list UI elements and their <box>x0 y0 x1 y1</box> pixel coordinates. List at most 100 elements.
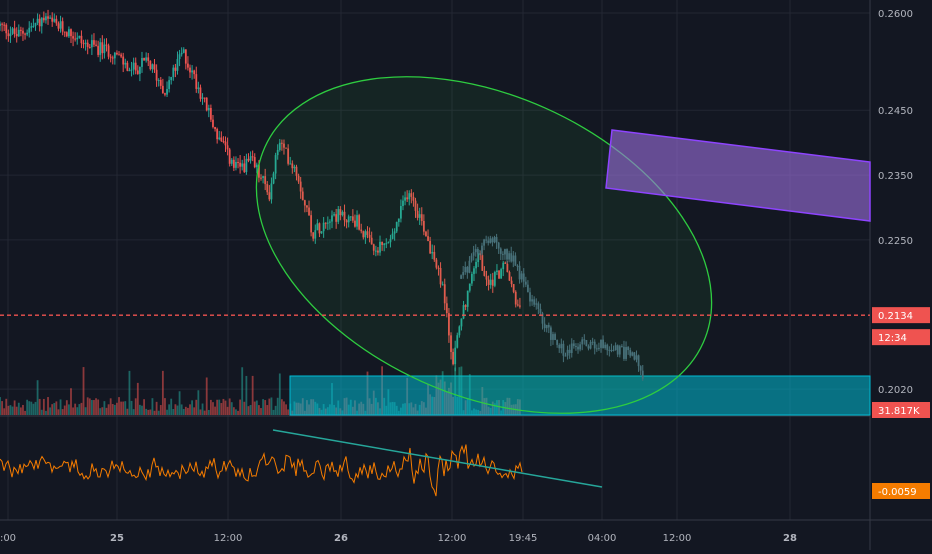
projection-body <box>489 238 492 243</box>
candle-body <box>406 197 409 200</box>
candle-body <box>214 127 216 130</box>
countdown-badge-bg <box>872 329 930 346</box>
candle-body <box>178 54 181 59</box>
candle-body <box>80 35 83 44</box>
candle-body <box>24 33 26 35</box>
candle-body <box>301 191 304 201</box>
volume-bar <box>274 405 277 415</box>
candle-body <box>360 229 363 232</box>
projection-body <box>501 253 504 255</box>
time-tick-label: 12:00 <box>214 533 243 544</box>
candle-body <box>47 16 49 19</box>
projection-body <box>595 348 598 350</box>
projection-body <box>560 343 563 349</box>
candle-body <box>458 326 461 336</box>
projection-body <box>547 324 550 328</box>
candle-body <box>42 17 45 21</box>
volume-bar <box>172 408 175 415</box>
volume-bar <box>105 407 108 415</box>
candle-body <box>120 54 123 57</box>
volume-bar <box>243 401 246 415</box>
candle-body <box>366 231 369 235</box>
candle-body <box>249 156 252 161</box>
volume-bar <box>32 403 35 415</box>
candle-body <box>182 49 185 53</box>
volume-bar <box>164 398 166 415</box>
projection-body <box>593 341 596 349</box>
candle-body <box>287 148 290 164</box>
time-tick-label: 26 <box>334 533 348 544</box>
projection-body <box>510 253 513 262</box>
projection-body <box>468 260 471 273</box>
candle-body <box>65 32 68 37</box>
price-tick-label: 0.2250 <box>878 236 913 247</box>
candle-body <box>161 85 164 94</box>
volume-bar <box>74 403 77 415</box>
candle-body <box>414 200 417 211</box>
candle-body <box>345 220 348 223</box>
volume-bar <box>17 402 20 415</box>
volume-bar <box>193 407 196 415</box>
volume-bar <box>170 398 173 415</box>
candle-body <box>258 164 260 178</box>
candle-body <box>15 34 18 37</box>
candle-body <box>124 62 127 65</box>
candle-body <box>147 57 150 61</box>
candle-body <box>483 270 486 276</box>
volume-bar <box>15 406 18 415</box>
candle-body <box>130 69 133 71</box>
candle-body <box>399 206 402 219</box>
candle-body <box>113 52 116 59</box>
candle-body <box>270 183 273 200</box>
volume-bar <box>262 399 264 415</box>
volume-bar <box>109 398 112 415</box>
projection-body <box>520 273 523 280</box>
volume-bar <box>101 407 104 415</box>
volume-bar <box>180 404 183 415</box>
projection-body <box>616 345 619 355</box>
projection-body <box>543 323 546 329</box>
candle-body <box>377 250 379 253</box>
candle-body <box>310 215 313 233</box>
candle-body <box>103 44 106 54</box>
volume-bar <box>95 398 97 415</box>
candle-body <box>387 242 390 244</box>
volume-bar <box>76 407 79 415</box>
candle-body <box>420 214 423 221</box>
projection-body <box>481 245 483 254</box>
volume-bar <box>22 404 24 415</box>
projection-body <box>491 238 494 243</box>
volume-bar <box>97 399 100 415</box>
volume-bar <box>70 388 72 415</box>
volume-bar <box>239 399 242 415</box>
candle-body <box>199 87 202 99</box>
projection-body <box>514 255 517 266</box>
projection-body <box>623 346 625 359</box>
oscillator-badge-bg <box>872 483 930 499</box>
volume-bar <box>120 401 123 415</box>
candle-body <box>422 220 425 232</box>
candle-body <box>72 36 74 39</box>
candle-body <box>329 221 331 223</box>
candle-body <box>97 45 100 55</box>
candle-body <box>57 23 60 29</box>
time-tick-label: 04:00 <box>588 533 617 544</box>
volume-bar <box>86 397 89 415</box>
volume-bar <box>228 398 231 415</box>
candle-body <box>105 44 108 46</box>
volume-bar <box>53 403 56 415</box>
volume-bar <box>276 397 279 415</box>
projection-body <box>585 340 588 347</box>
candle-body <box>136 70 139 74</box>
current-price-badge-text: 0.2134 <box>878 311 913 322</box>
projection-body <box>608 349 611 351</box>
projection-body <box>635 355 638 360</box>
candle-body <box>212 119 214 128</box>
volume-bar <box>189 404 191 415</box>
volume-bar <box>30 401 33 415</box>
candle-body <box>433 251 436 260</box>
candle-body <box>209 107 212 120</box>
projection-body <box>470 255 473 261</box>
candle-body <box>368 234 371 238</box>
volume-bar <box>149 409 152 415</box>
